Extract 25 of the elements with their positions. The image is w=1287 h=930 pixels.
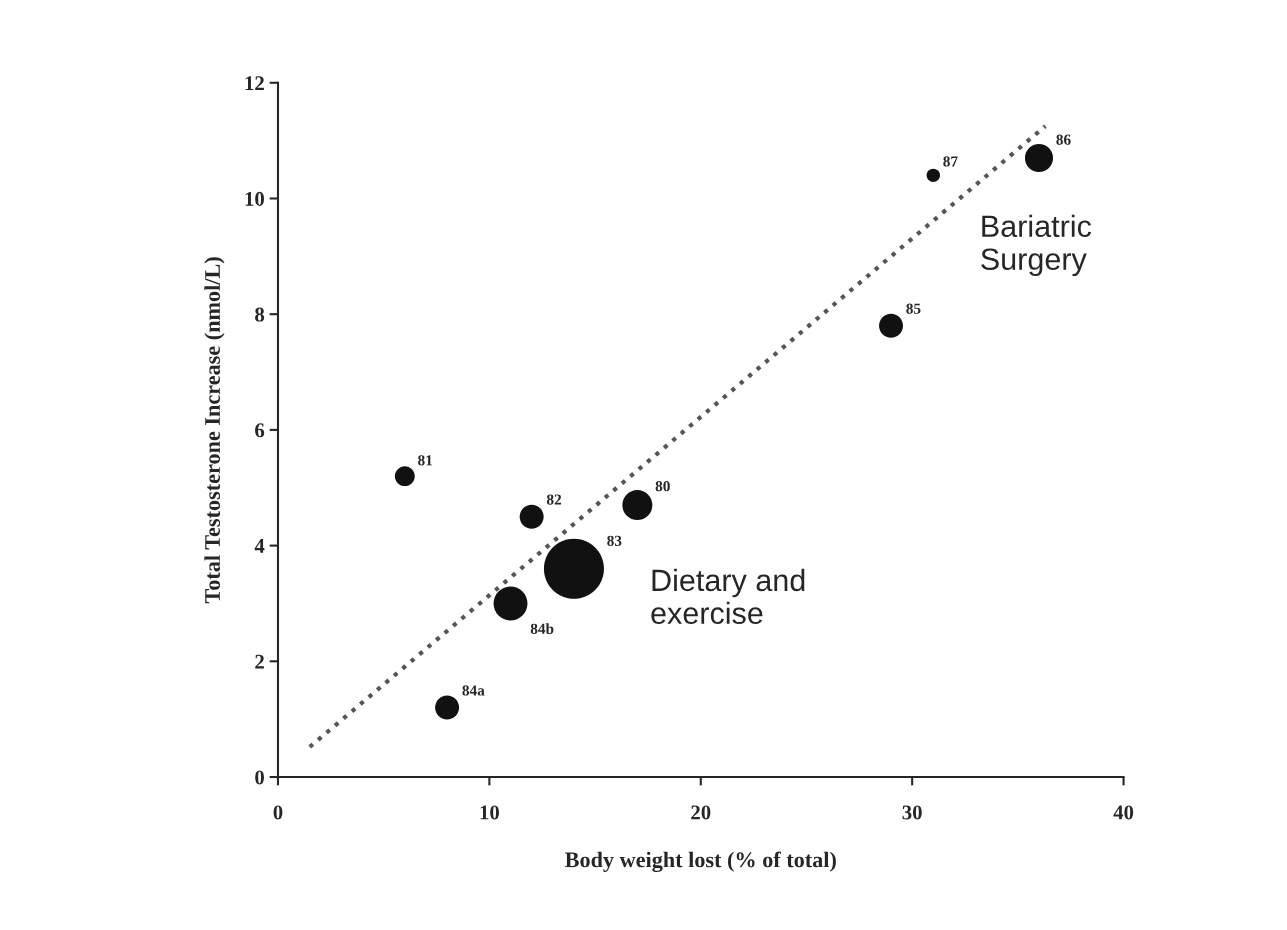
x-axis-title: Body weight lost (% of total) <box>565 851 836 873</box>
annotation: Bariatric Surgery <box>981 214 1092 277</box>
y-tick-label: 10 <box>245 191 264 206</box>
x-tick-label: 40 <box>1113 805 1134 820</box>
y-tick-label: 4 <box>254 539 265 553</box>
x-tick-label: 10 <box>480 805 499 820</box>
x-tick-label: 0 <box>273 805 283 820</box>
annotation: 84b <box>530 623 554 634</box>
annotation: Dietary and exercise <box>651 568 805 625</box>
y-tick-label: 8 <box>255 307 265 322</box>
y-tick-label: 2 <box>255 654 264 669</box>
x-tick-label: 30 <box>902 805 922 820</box>
y-tick-label: 12 <box>245 76 264 90</box>
annotation: 81 <box>418 455 433 466</box>
annotation: 85 <box>906 303 921 314</box>
annotation: 87 <box>943 156 958 167</box>
y-axis-title: Total Testosterone Increase (nmol/L) <box>204 257 225 604</box>
annotation: 82 <box>546 494 562 505</box>
annotation: 84a <box>462 685 485 696</box>
annotation: 86 <box>1056 134 1071 145</box>
x-tick-label: 20 <box>691 805 711 820</box>
y-tick-label: 6 <box>255 423 265 438</box>
annotation: 80 <box>655 481 670 492</box>
annotation: 83 <box>607 535 622 546</box>
y-tick-label: 0 <box>255 770 264 785</box>
